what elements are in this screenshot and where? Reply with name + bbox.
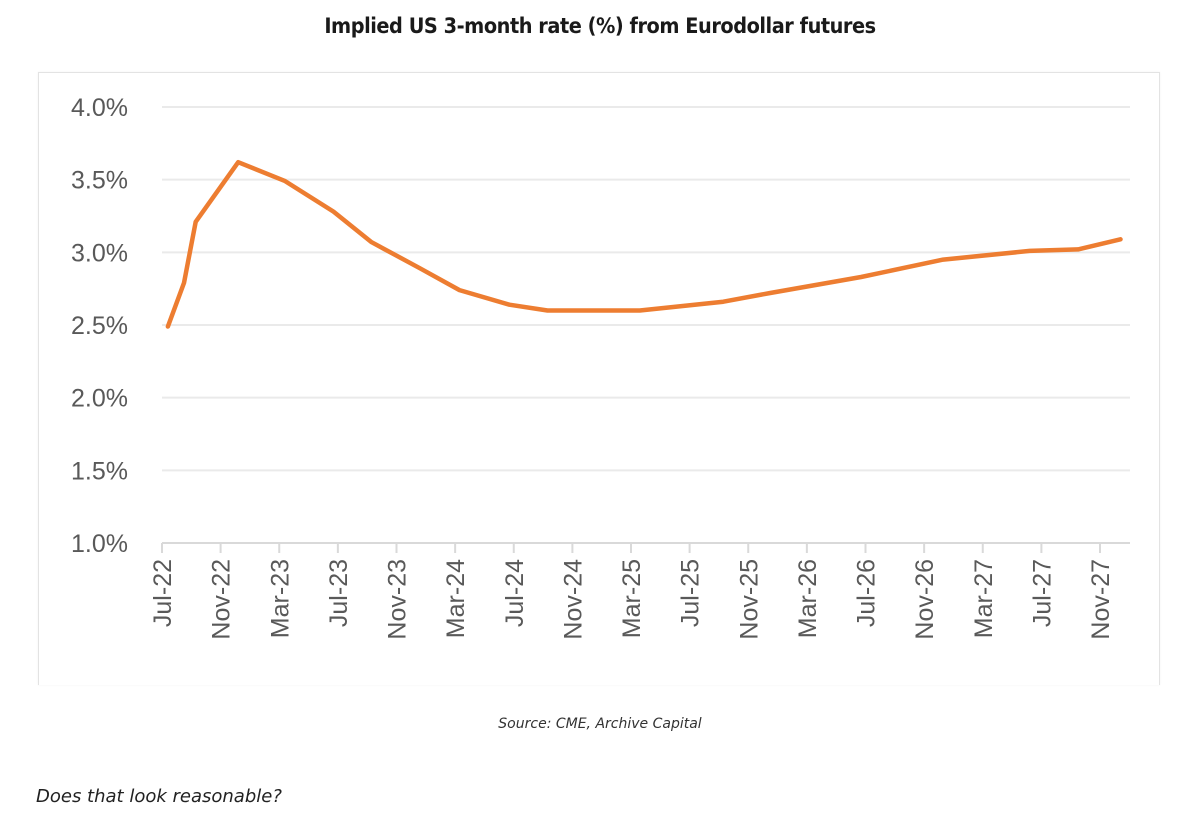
y-tick-label: 4.0% <box>71 94 128 122</box>
x-tick-label: Mar-23 <box>266 559 294 638</box>
x-tick-label: Nov-27 <box>1087 559 1115 640</box>
x-axis-ticks: Jul-22 Nov-22 Mar-23 Jul-23 Nov-23 Mar-24 Jul-… <box>149 543 1115 640</box>
x-tick-label: Mar-26 <box>794 559 822 638</box>
y-tick-label: 3.5% <box>71 167 128 195</box>
y-tick-label: 2.5% <box>71 312 128 340</box>
x-tick-label: Nov-26 <box>911 559 939 640</box>
x-tick-label: Mar-25 <box>618 559 646 638</box>
y-axis-ticks: 4.0% 3.5% 3.0% 2.5% 2.0% 1.5% 1.0% <box>71 94 128 558</box>
line-chart: 4.0% 3.5% 3.0% 2.5% 2.0% 1.5% 1.0% Jul-22 Nov-2… <box>71 94 1130 640</box>
question-text: Does that look reasonable? <box>36 786 282 807</box>
x-tick-label: Jul-26 <box>853 559 881 627</box>
series-line <box>165 159 1123 329</box>
x-tick-label: Jul-27 <box>1028 559 1056 627</box>
x-tick-label: Jul-22 <box>149 559 177 627</box>
y-tick-label: 1.0% <box>71 530 128 558</box>
y-tick-label: 1.5% <box>71 457 128 485</box>
y-tick-label: 2.0% <box>71 385 128 413</box>
y-tick-label: 3.0% <box>71 239 128 267</box>
gridlines <box>162 106 1130 472</box>
x-tick-label: Nov-24 <box>559 559 587 640</box>
x-tick-label: Jul-24 <box>501 559 529 627</box>
series-group <box>165 159 1123 329</box>
x-tick-label: Jul-25 <box>677 559 705 627</box>
chart-frame <box>38 72 1160 685</box>
x-tick-label: Nov-25 <box>735 559 763 640</box>
x-tick-label: Jul-23 <box>325 559 353 627</box>
chart-title: Implied US 3-month rate (%) from Eurodol… <box>324 14 876 38</box>
x-tick-label: Mar-24 <box>442 559 470 638</box>
source-caption: Source: CME, Archive Capital <box>498 716 702 732</box>
x-tick-label: Nov-22 <box>208 559 236 640</box>
x-tick-label: Nov-23 <box>384 559 412 640</box>
x-tick-label: Mar-27 <box>970 559 998 638</box>
